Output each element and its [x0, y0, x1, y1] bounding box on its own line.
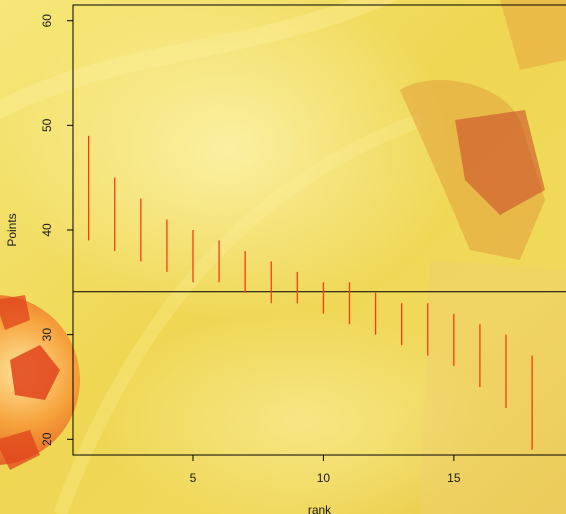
player-arm: [500, 0, 566, 70]
soccer-ball-patch: [10, 345, 60, 400]
y-axis: 20 30 40 50 60: [40, 14, 73, 446]
y-tick-label: 20: [40, 432, 54, 446]
y-tick-label: 60: [40, 14, 54, 28]
soccer-ball-patch-2: [0, 295, 30, 330]
player-legs: [420, 260, 566, 514]
player-jersey: [455, 110, 545, 215]
x-tick-label: 15: [447, 471, 461, 485]
background-glow-lower: [100, 310, 500, 514]
background-swirl: [0, 0, 399, 120]
x-axis: 5 10 15: [190, 455, 461, 485]
x-axis-title: rank: [308, 503, 332, 514]
soccer-ball-patch-3: [0, 430, 40, 470]
x-tick-label: 5: [190, 471, 197, 485]
y-axis-title: Points: [5, 213, 19, 246]
data-series: [88, 135, 533, 450]
y-tick-label: 30: [40, 328, 54, 342]
x-tick-label: 10: [317, 471, 331, 485]
y-tick-label: 50: [40, 118, 54, 132]
background-swirl-2: [53, 113, 423, 514]
y-tick-label: 40: [40, 223, 54, 237]
